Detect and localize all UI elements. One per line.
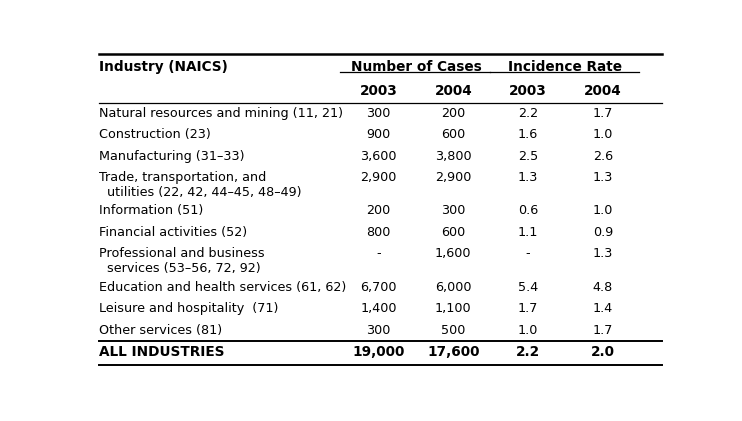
Text: 300: 300 — [367, 323, 391, 336]
Text: -: - — [526, 248, 531, 261]
Text: 2,900: 2,900 — [435, 171, 471, 184]
Text: 2,900: 2,900 — [361, 171, 397, 184]
Text: 200: 200 — [367, 205, 391, 218]
Text: 2.2: 2.2 — [516, 345, 540, 359]
Text: 19,000: 19,000 — [352, 345, 404, 359]
Text: 1.3: 1.3 — [593, 248, 613, 261]
Text: Manufacturing (31–33): Manufacturing (31–33) — [99, 150, 244, 163]
Text: 2.6: 2.6 — [593, 150, 613, 163]
Text: 6,700: 6,700 — [361, 280, 397, 293]
Text: 5.4: 5.4 — [518, 280, 538, 293]
Text: 1.0: 1.0 — [593, 205, 613, 218]
Text: 1,100: 1,100 — [435, 302, 472, 315]
Text: 1.3: 1.3 — [518, 171, 538, 184]
Text: 3,800: 3,800 — [435, 150, 472, 163]
Text: Natural resources and mining (11, 21): Natural resources and mining (11, 21) — [99, 107, 343, 120]
Text: 2.0: 2.0 — [591, 345, 615, 359]
Text: 800: 800 — [367, 226, 391, 239]
Text: Education and health services (61, 62): Education and health services (61, 62) — [99, 280, 346, 293]
Text: 2.5: 2.5 — [518, 150, 538, 163]
Text: 1.6: 1.6 — [518, 128, 538, 141]
Text: 300: 300 — [367, 107, 391, 120]
Text: Industry (NAICS): Industry (NAICS) — [99, 60, 227, 74]
Text: 3,600: 3,600 — [361, 150, 397, 163]
Text: 0.6: 0.6 — [518, 205, 538, 218]
Text: 1.0: 1.0 — [593, 128, 613, 141]
Text: Other services (81): Other services (81) — [99, 323, 222, 336]
Text: 2004: 2004 — [434, 84, 472, 98]
Text: 1.4: 1.4 — [593, 302, 613, 315]
Text: 1.7: 1.7 — [593, 107, 613, 120]
Text: -: - — [376, 248, 381, 261]
Text: Leisure and hospitality  (71): Leisure and hospitality (71) — [99, 302, 278, 315]
Text: 200: 200 — [441, 107, 465, 120]
Text: 4.8: 4.8 — [593, 280, 613, 293]
Text: Financial activities (52): Financial activities (52) — [99, 226, 246, 239]
Text: 1,600: 1,600 — [435, 248, 472, 261]
Text: Trade, transportation, and
  utilities (22, 42, 44–45, 48–49): Trade, transportation, and utilities (22… — [99, 171, 301, 200]
Text: 1.7: 1.7 — [593, 323, 613, 336]
Text: 1.7: 1.7 — [518, 302, 538, 315]
Text: 2003: 2003 — [509, 84, 547, 98]
Text: 2.2: 2.2 — [518, 107, 538, 120]
Text: 600: 600 — [441, 226, 465, 239]
Text: ALL INDUSTRIES: ALL INDUSTRIES — [99, 345, 224, 359]
Text: 1.1: 1.1 — [518, 226, 538, 239]
Text: 1.0: 1.0 — [518, 323, 538, 336]
Text: 500: 500 — [441, 323, 465, 336]
Text: 6,000: 6,000 — [435, 280, 472, 293]
Text: 1,400: 1,400 — [361, 302, 397, 315]
Text: 0.9: 0.9 — [593, 226, 613, 239]
Text: Number of Cases: Number of Cases — [350, 60, 482, 74]
Text: 300: 300 — [441, 205, 465, 218]
Text: 1.3: 1.3 — [593, 171, 613, 184]
Text: Construction (23): Construction (23) — [99, 128, 210, 141]
Text: Professional and business
  services (53–56, 72, 92): Professional and business services (53–5… — [99, 248, 264, 275]
Text: 2003: 2003 — [360, 84, 398, 98]
Text: 900: 900 — [367, 128, 391, 141]
Text: Incidence Rate: Incidence Rate — [508, 60, 623, 74]
Text: 600: 600 — [441, 128, 465, 141]
Text: 2004: 2004 — [584, 84, 622, 98]
Text: Information (51): Information (51) — [99, 205, 203, 218]
Text: 17,600: 17,600 — [427, 345, 479, 359]
